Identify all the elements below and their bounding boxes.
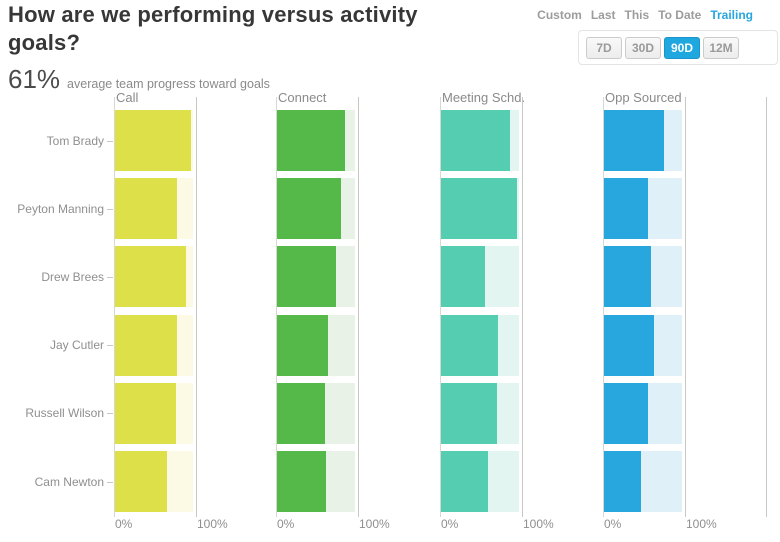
time-nav-to-date[interactable]: To Date	[658, 8, 702, 22]
progress-bar-opp-sourced-peyton-manning[interactable]	[604, 178, 648, 240]
row-tick	[107, 413, 113, 415]
grid-line-100pct	[685, 97, 686, 517]
grid-line-100pct	[196, 97, 197, 517]
kpi: 61% average team progress toward goals	[8, 64, 270, 95]
row-tick	[107, 208, 113, 210]
row-label-peyton-manning: Peyton Manning	[17, 201, 104, 216]
progress-bar-call-cam-newton[interactable]	[115, 451, 167, 512]
progress-bar-opp-sourced-tom-brady[interactable]	[604, 110, 664, 171]
progress-bar-connect-drew-brees[interactable]	[277, 246, 336, 308]
row-label-tom-brady: Tom Brady	[46, 133, 104, 148]
column-header-connect: Connect	[278, 90, 327, 105]
axis-label-100pct: 100%	[359, 517, 390, 531]
axis-line-0pct	[603, 97, 604, 517]
axis-line-0pct	[440, 97, 441, 517]
axis-label-100pct: 100%	[686, 517, 717, 531]
progress-bar-call-drew-brees[interactable]	[115, 246, 186, 308]
time-nav-last[interactable]: Last	[590, 8, 616, 22]
progress-bar-meeting-schd--peyton-manning[interactable]	[441, 178, 517, 240]
axis-label-0pct: 0%	[277, 517, 295, 531]
time-nav-trailing[interactable]: Trailing	[710, 8, 753, 22]
progress-bar-call-tom-brady[interactable]	[115, 110, 191, 171]
column-header-meeting-schd-: Meeting Schd.	[442, 90, 526, 105]
time-nav: Custom Last This To Date Trailing	[537, 8, 753, 22]
progress-bar-meeting-schd--jay-cutler[interactable]	[441, 314, 498, 376]
row-label-russell-wilson: Russell Wilson	[25, 406, 104, 421]
progress-bar-opp-sourced-russell-wilson[interactable]	[604, 382, 648, 444]
grid-line-100pct	[358, 97, 359, 517]
progress-bar-meeting-schd--tom-brady[interactable]	[441, 110, 510, 171]
range-button-7d[interactable]: 7D	[586, 37, 622, 59]
progress-bar-connect-tom-brady[interactable]	[277, 110, 345, 171]
axis-label-100pct: 100%	[197, 517, 228, 531]
progress-bar-connect-cam-newton[interactable]	[277, 451, 326, 512]
row-tick	[107, 481, 113, 483]
kpi-value: 61%	[8, 64, 61, 94]
progress-bar-meeting-schd--russell-wilson[interactable]	[441, 382, 497, 444]
row-label-drew-brees: Drew Brees	[41, 269, 104, 284]
page-title: How are we performing versus activity go…	[8, 2, 418, 55]
chart-right-border	[766, 97, 767, 517]
time-nav-custom[interactable]: Custom	[537, 8, 582, 22]
kpi-caption: average team progress toward goals	[67, 77, 270, 91]
range-button-90d[interactable]: 90D	[664, 37, 700, 59]
row-tick	[107, 140, 113, 142]
row-tick	[107, 345, 113, 347]
grid-line-100pct	[522, 97, 523, 517]
range-button-group: 7D 30D 90D 12M	[578, 30, 778, 65]
progress-bar-opp-sourced-drew-brees[interactable]	[604, 246, 651, 308]
progress-bar-call-jay-cutler[interactable]	[115, 314, 177, 376]
column-header-call: Call	[116, 90, 139, 105]
progress-bar-meeting-schd--drew-brees[interactable]	[441, 246, 485, 308]
row-label-cam-newton: Cam Newton	[34, 474, 104, 489]
progress-bar-connect-jay-cutler[interactable]	[277, 314, 328, 376]
row-label-jay-cutler: Jay Cutler	[49, 338, 104, 353]
progress-bar-call-peyton-manning[interactable]	[115, 178, 177, 240]
axis-line-0pct	[114, 97, 115, 517]
axis-label-0pct: 0%	[115, 517, 133, 531]
progress-bar-connect-peyton-manning[interactable]	[277, 178, 341, 240]
axis-label-0pct: 0%	[441, 517, 459, 531]
progress-bar-opp-sourced-jay-cutler[interactable]	[604, 314, 654, 376]
progress-bar-meeting-schd--cam-newton[interactable]	[441, 451, 488, 512]
progress-bar-opp-sourced-cam-newton[interactable]	[604, 451, 641, 512]
progress-bar-call-russell-wilson[interactable]	[115, 382, 176, 444]
progress-bar-connect-russell-wilson[interactable]	[277, 382, 325, 444]
axis-label-0pct: 0%	[604, 517, 622, 531]
time-nav-this[interactable]: This	[624, 8, 650, 22]
axis-label-100pct: 100%	[523, 517, 554, 531]
column-header-opp-sourced: Opp Sourced	[605, 90, 682, 105]
axis-line-0pct	[276, 97, 277, 517]
range-button-12m[interactable]: 12M	[703, 37, 739, 59]
range-button-30d[interactable]: 30D	[625, 37, 661, 59]
row-tick	[107, 276, 113, 278]
